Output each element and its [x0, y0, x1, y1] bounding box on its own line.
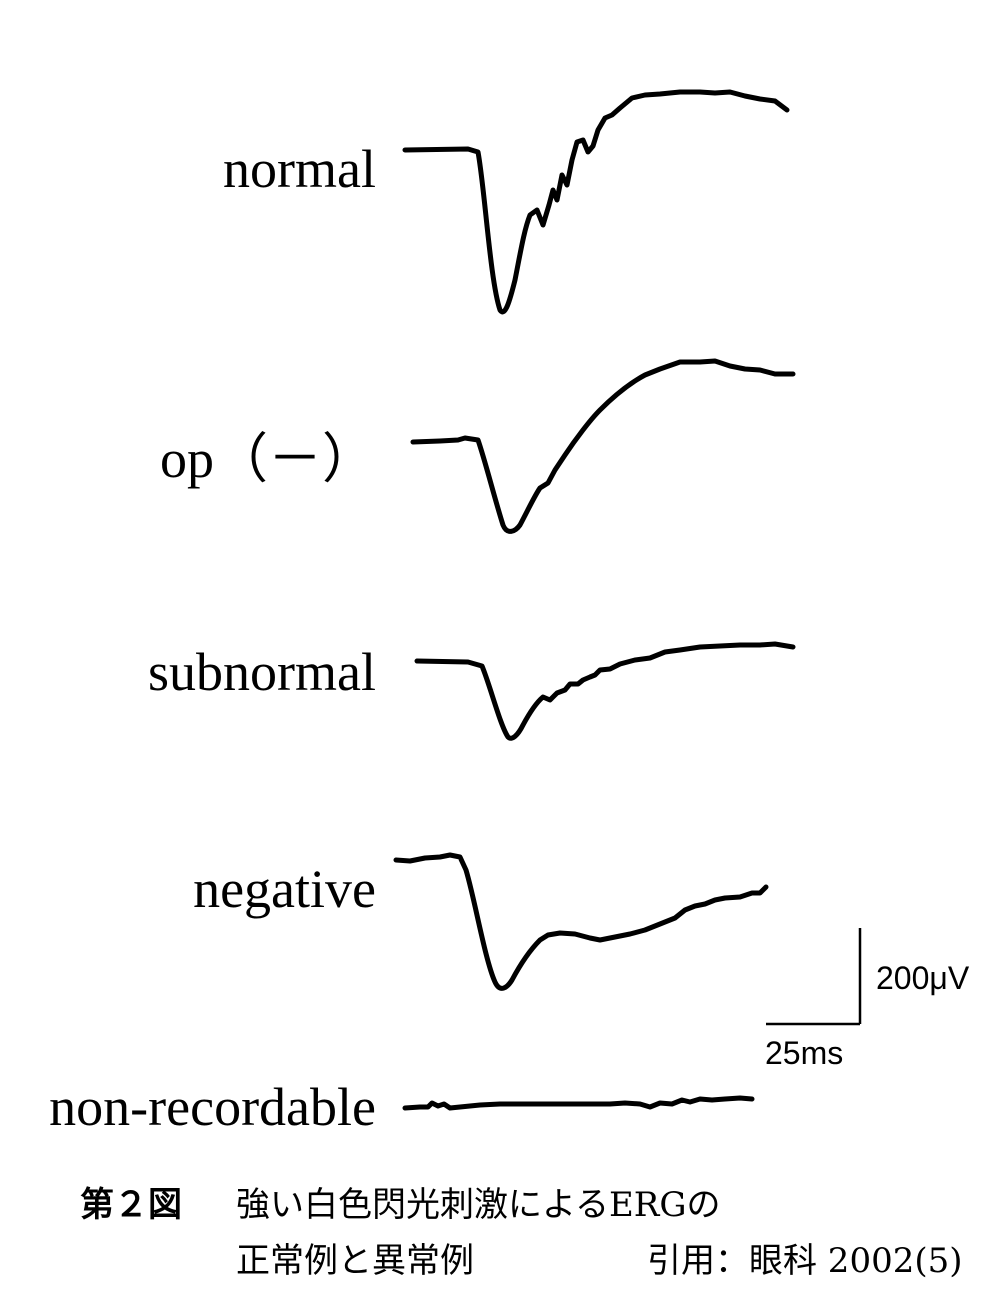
- scale-time-label: 25ms: [765, 1035, 844, 1071]
- scale-bar: [766, 928, 862, 1026]
- scale-amplitude-label: 200μV: [876, 960, 970, 996]
- label-normal: normal: [223, 139, 376, 199]
- trace-non-recordable: [402, 1095, 755, 1111]
- label-op: op（－）: [160, 429, 376, 489]
- trace-normal: [402, 89, 790, 315]
- caption-figure-number: 第２図: [80, 1185, 182, 1225]
- caption-citation: 引用：眼科 2002(5): [647, 1241, 963, 1281]
- caption-line1: 強い白色閃光刺激によるERGの: [236, 1185, 721, 1225]
- label-negative: negative: [193, 859, 376, 919]
- label-non-recordable: non-recordable: [49, 1077, 376, 1137]
- caption-line2: 正常例と異常例: [236, 1241, 474, 1281]
- label-subnormal: subnormal: [148, 642, 376, 702]
- trace-op: [410, 358, 796, 534]
- trace-subnormal: [414, 641, 796, 741]
- trace-negative: [393, 852, 769, 991]
